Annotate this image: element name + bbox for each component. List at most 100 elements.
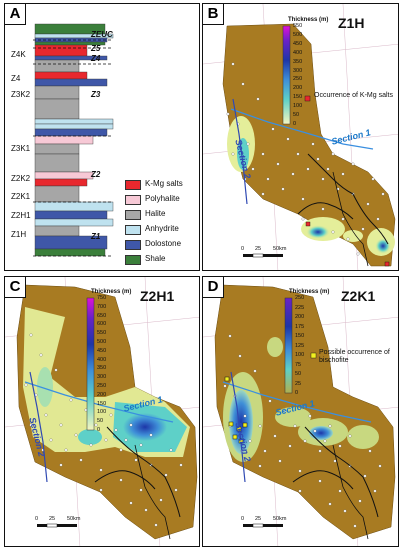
scale-label-25: 25 <box>255 246 262 252</box>
strata-layer <box>34 128 108 137</box>
colorbar-tick: 200 <box>293 85 303 92</box>
scale-label-50km: 50km <box>273 246 287 252</box>
well-marker <box>353 524 357 528</box>
well-marker <box>104 438 108 442</box>
well-marker <box>311 142 315 146</box>
colorbar-tick: 750 <box>97 295 107 301</box>
well-marker <box>119 448 123 452</box>
thickness-label: Thickness (m) <box>288 17 329 23</box>
colorbar-tick: 75 <box>295 361 302 368</box>
well-marker <box>238 354 242 358</box>
thickness-label: Thickness (m) <box>91 289 132 295</box>
well-marker <box>74 433 78 437</box>
colorbar-tick: 350 <box>293 58 303 65</box>
well-marker <box>64 448 68 452</box>
well-marker <box>154 523 158 527</box>
strata-layer <box>34 185 80 203</box>
unit-label: Z2K2 <box>11 174 31 183</box>
well-marker <box>341 172 345 176</box>
well-marker <box>368 449 372 453</box>
legend-label: Shale <box>145 254 166 263</box>
well-marker <box>119 478 123 482</box>
well-marker <box>321 177 325 181</box>
well-marker <box>286 137 290 141</box>
well-marker <box>149 433 153 437</box>
well-marker <box>129 423 133 427</box>
colorbar-tick: 150 <box>97 400 107 407</box>
well-marker <box>328 502 332 506</box>
strata-layer <box>34 178 88 187</box>
well-marker <box>323 439 327 443</box>
well-marker <box>278 459 282 463</box>
well-marker <box>381 192 385 196</box>
well-marker <box>79 458 83 462</box>
colorbar-tick: 50 <box>295 371 302 377</box>
colorbar-tick: 100 <box>97 409 107 416</box>
colorbar-tick: 400 <box>293 49 303 56</box>
well-marker <box>301 217 305 221</box>
panel-label: B <box>203 4 224 25</box>
well-marker <box>228 334 232 338</box>
strata-layer <box>34 118 114 125</box>
colorbar-tick: 0 <box>97 427 101 433</box>
well-marker <box>283 409 287 413</box>
well-marker <box>296 152 300 156</box>
well-marker <box>159 498 163 502</box>
colorbar-tick: 450 <box>293 40 303 47</box>
colorbar-tick: 250 <box>295 295 305 301</box>
well-marker <box>318 449 322 453</box>
well-marker <box>376 217 380 221</box>
well-marker <box>351 162 355 166</box>
colorbar-tick: 150 <box>295 333 305 339</box>
legend-label: Halite <box>145 209 166 218</box>
well-marker <box>281 187 285 191</box>
well-marker <box>99 468 103 472</box>
unit-label: Z3 <box>91 90 101 99</box>
well-marker <box>338 489 342 493</box>
well-marker <box>59 423 63 427</box>
well-marker <box>346 237 350 241</box>
well-marker <box>174 488 178 492</box>
well-marker <box>361 227 365 231</box>
legend-label: Anhydrite <box>145 224 179 233</box>
well-marker <box>109 413 113 417</box>
strata-layer <box>34 78 108 87</box>
colorbar-tick: 200 <box>97 391 107 398</box>
panel-a-stratigraphy: A K-Mg salts Polyhalite Halite Anhydrite Dol… <box>4 3 200 271</box>
strata-layer <box>34 210 108 220</box>
well-marker <box>271 127 275 131</box>
scale-label-50km: 50km <box>273 516 287 522</box>
scale-label-25: 25 <box>49 516 56 522</box>
strata-layer <box>34 123 114 130</box>
well-marker <box>306 167 310 171</box>
thickness-map-z2h1 <box>5 277 199 546</box>
well-marker <box>288 444 292 448</box>
colorbar-tick: 50 <box>293 112 300 119</box>
colorbar-tick: 0 <box>295 390 299 396</box>
strata-layer <box>34 98 80 120</box>
well-marker <box>326 167 330 171</box>
well-marker <box>331 230 335 234</box>
colorbar-tick: 200 <box>295 314 305 320</box>
well-marker <box>301 197 305 201</box>
colorbar-tick: 500 <box>97 339 107 345</box>
well-marker <box>341 217 345 221</box>
scale-label-25: 25 <box>255 516 262 522</box>
unit-label: Z5 <box>91 44 101 53</box>
colorbar-tick: 500 <box>293 31 303 38</box>
well-marker <box>328 424 332 428</box>
colorbar-tick: 550 <box>97 330 107 337</box>
colorbar-tick: 550 <box>293 23 303 29</box>
well-marker <box>164 473 168 477</box>
unit-label: Z3K2 <box>11 90 31 99</box>
legend-label: K-Mg salts <box>145 179 183 188</box>
well-marker <box>94 423 98 427</box>
well-marker <box>298 469 302 473</box>
colorbar-tick: 600 <box>97 321 107 328</box>
legend-swatch <box>125 180 141 190</box>
strata-layer <box>34 248 106 257</box>
unit-label: Z2H1 <box>11 211 31 220</box>
unit-label: Z4 <box>91 54 101 63</box>
well-marker <box>316 157 320 161</box>
colorbar-tick: 100 <box>293 103 303 110</box>
